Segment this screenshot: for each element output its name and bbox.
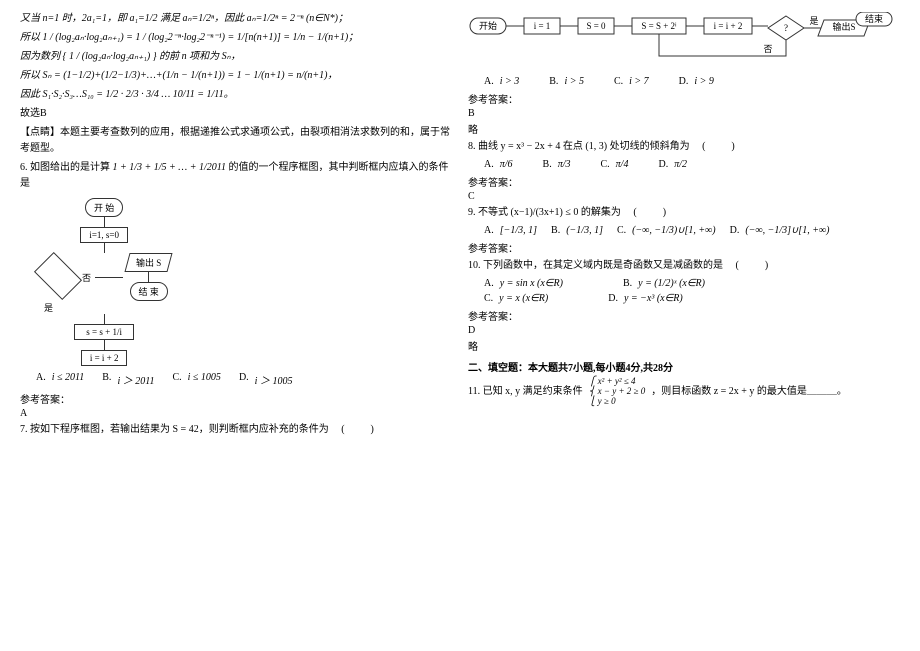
q10-note: 略 [468, 338, 900, 353]
deriv-line-2: 所以 1 / (log₂aₙ·log₂aₙ₊₁) = 1 / (log₂2⁻ⁿ·… [20, 30, 452, 46]
svg-v4: i = i + 2 [714, 21, 743, 31]
q7-flow-svg: 开始 i = 1 S = 0 S = S + 2ⁱ i = i + 2 ? 是 [468, 12, 898, 72]
q6-options: A.i ≤ 2011 B.i ＞ 2011 C.i ≤ 1005 D.i ＞ 1… [36, 372, 296, 387]
q6-opt-d: D.i ＞ 1005 [239, 372, 293, 387]
q7-note: 略 [468, 121, 900, 136]
svg-v3: S = S + 2ⁱ [641, 21, 677, 31]
q6-expr: 1 + 1/3 + 1/5 + … + 1/2011 [113, 162, 226, 173]
fc-end: 结 束 [130, 282, 168, 301]
right-column: 开始 i = 1 S = 0 S = S + 2ⁱ i = i + 2 ? 是 [460, 8, 908, 643]
q8-stem: 8. 曲线 y = x³ − 2x + 4 在点 (1, 3) 处切线的倾斜角为 [468, 141, 690, 152]
q7-opt-a: A.i > 3 [484, 76, 519, 87]
q8-paren: ( ) [702, 141, 737, 152]
q7-opt-c: C.i > 7 [614, 76, 649, 87]
q8-opt-a: A.π/6 [484, 159, 513, 170]
q8-ans-label: 参考答案： [468, 174, 900, 189]
q7-stem-line: 7. 按如下程序框图，若输出结果为 S = 42，则判断框内应补充的条件为 ( … [20, 422, 452, 438]
q9-ans-label: 参考答案： [468, 240, 900, 255]
fc-start: 开 始 [85, 198, 123, 217]
deriv-line-4: 所以 Sₙ = (1−1/2)+(1/2−1/3)+…+(1/n − 1/(n+… [20, 68, 452, 84]
q10-line: 10. 下列函数中，在其定义域内既是奇函数又是减函数的是 ( ) [468, 258, 900, 274]
q7-options: A.i > 3 B.i > 5 C.i > 7 D.i > 9 [484, 76, 900, 87]
deriv-line-3: 因为数列 { 1 / (log₂aₙ·log₂aₙ₊₁) } 的前 n 项和为 … [20, 49, 452, 65]
q8-options: A.π/6 B.π/3 C.π/4 D.π/2 [484, 159, 900, 170]
q11-line: 11. 已知 x, y 满足约束条件 ⎧ x² + y² ≤ 4 ⎨ x − y… [468, 377, 900, 407]
q10-stem: 10. 下列函数中，在其定义域内既是奇函数又是减函数的是 [468, 260, 723, 271]
q11-stem-b: ，则目标函数 z = 2x + y 的最大值是＿＿＿。 [651, 384, 847, 400]
q9-stem: 9. 不等式 (x−1)/(3x+1) ≤ 0 的解集为 [468, 207, 621, 218]
q7-stem: 7. 按如下程序框图，若输出结果为 S = 42，则判断框内应补充的条件为 [20, 424, 329, 435]
q7-opt-b: B.i > 5 [549, 76, 584, 87]
fc-yes-label: 是 [44, 301, 53, 314]
q6-opt-a: A.i ≤ 2011 [36, 372, 84, 387]
section-2-title: 二、填空题：本大题共7小题,每小题4分,共28分 [468, 359, 900, 374]
deriv-line-1: 又当 n=1 时，2a₁=1，即 a₁=1/2 满足 aₙ=1/2ⁿ，因此 aₙ… [20, 11, 452, 27]
svg-v2: S = 0 [586, 21, 606, 31]
q7-paren: ( ) [341, 424, 376, 435]
q10-ans: D [468, 325, 900, 336]
q6-stem: 6. 如图给出的是计算 1 + 1/3 + 1/5 + … + 1/2011 的… [20, 160, 452, 192]
fc-output: 输出 S [124, 253, 172, 272]
q8-line: 8. 曲线 y = x³ − 2x + 4 在点 (1, 3) 处切线的倾斜角为… [468, 139, 900, 155]
q10-paren: ( ) [736, 260, 771, 271]
deriv-line-5: 因此 S₁·S₂·S₃…S₁₀ = 1/2 · 2/3 · 3/4 … 10/1… [20, 87, 452, 103]
fc-decision [34, 251, 82, 299]
dianjing-note: 【点睛】本题主要考查数列的应用，根据递推公式求通项公式，由裂项相消法求数列的和，… [20, 125, 452, 157]
svg-end: 结束 [865, 13, 883, 24]
q8-ans: C [468, 191, 900, 202]
q6-stem-a: 6. 如图给出的是计算 [20, 162, 113, 173]
q11-stem-a: 11. 已知 x, y 满足约束条件 [468, 384, 583, 400]
choice-b: 故选B [20, 106, 452, 122]
q10-ans-label: 参考答案： [468, 308, 900, 323]
q6-flowchart: 开 始 i=1, s=0 否 输出 S 结 束 是 [38, 198, 452, 366]
q6-opt-c: C.i ≤ 1005 [172, 372, 220, 387]
q9-options: A.[−1/3, 1] B.(−1/3, 1] C.(−∞, −1/3)∪[1,… [484, 225, 900, 236]
q11-constraints: ⎧ x² + y² ≤ 4 ⎨ x − y + 2 ≥ 0 ⎩ y ≥ 0 [589, 377, 646, 407]
q7-flowchart: 开始 i = 1 S = 0 S = S + 2ⁱ i = i + 2 ? 是 [468, 12, 900, 72]
fc-inc: i = i + 2 [81, 350, 128, 366]
q10-opt-a: A.y = sin x (x∈R) [484, 278, 563, 289]
q7-ans: B [468, 108, 900, 119]
svg-yes: 是 [809, 16, 818, 26]
q9-opt-a: A.[−1/3, 1] [484, 225, 537, 236]
q8-opt-b: B.π/3 [543, 159, 571, 170]
q9-line: 9. 不等式 (x−1)/(3x+1) ≤ 0 的解集为 ( ) [468, 205, 900, 221]
svg-start: 开始 [479, 20, 497, 31]
fc-body: s = s + 1/i [74, 324, 134, 340]
svg-text:?: ? [784, 23, 788, 33]
q10-options-ab: A.y = sin x (x∈R) B.y = (1/2)ˣ (x∈R) [484, 278, 900, 289]
q10-opt-d: D.y = −x³ (x∈R) [608, 293, 683, 304]
fc-no-label: 否 [82, 271, 91, 284]
fc-init: i=1, s=0 [80, 227, 128, 243]
svg-v1: i = 1 [534, 21, 551, 31]
q8-opt-d: D.π/2 [658, 159, 687, 170]
q6-opt-b: B.i ＞ 2011 [102, 372, 154, 387]
q7-opt-d: D.i > 9 [679, 76, 714, 87]
q6-ans-label: 参考答案： [20, 391, 452, 406]
q9-paren: ( ) [633, 207, 668, 218]
svg-out: 输出S [832, 21, 855, 32]
q10-opt-c: C.y = x (x∈R) [484, 293, 548, 304]
q9-opt-d: D.(−∞, −1/3]∪[1, +∞) [730, 225, 830, 236]
q8-opt-c: C.π/4 [601, 159, 629, 170]
q9-opt-b: B.(−1/3, 1] [551, 225, 603, 236]
left-column: 又当 n=1 时，2a₁=1，即 a₁=1/2 满足 aₙ=1/2ⁿ，因此 aₙ… [12, 8, 460, 643]
q6-ans: A [20, 408, 452, 419]
q7-ans-label: 参考答案： [468, 91, 900, 106]
svg-no: 否 [763, 44, 772, 54]
q9-opt-c: C.(−∞, −1/3)∪[1, +∞) [617, 225, 716, 236]
q10-opt-b: B.y = (1/2)ˣ (x∈R) [623, 278, 705, 289]
q10-options-cd: C.y = x (x∈R) D.y = −x³ (x∈R) [484, 293, 900, 304]
